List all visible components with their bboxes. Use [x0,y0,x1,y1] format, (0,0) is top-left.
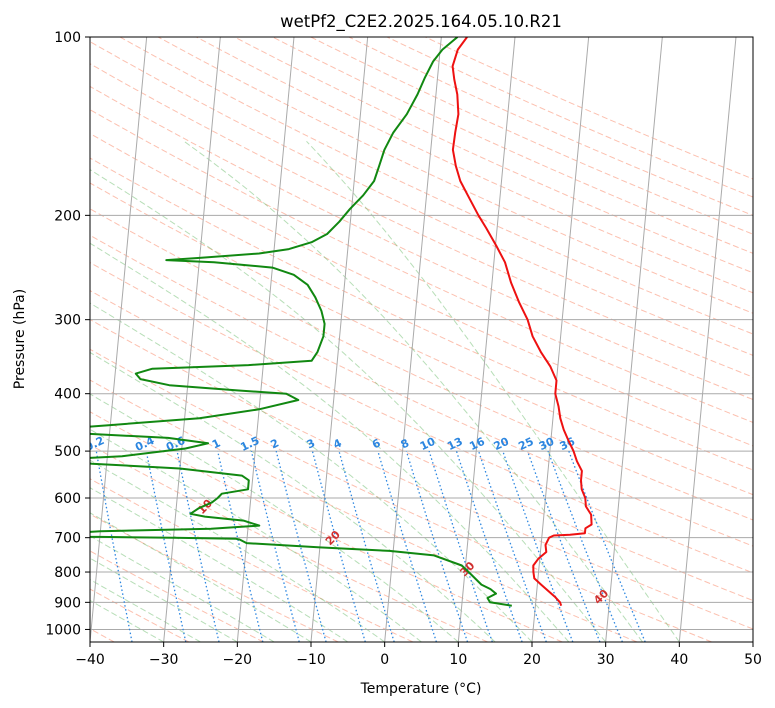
x-tick-label: −20 [223,652,253,668]
mixing-ratio-line [338,450,395,642]
dry-adiabat [90,318,753,630]
x-tick-label: 10 [449,652,467,668]
mixing-ratio-label: 13 [445,435,464,453]
isotherm [310,37,369,642]
mixing-ratio-lines [95,450,646,642]
mixing-ratio-line [217,450,264,642]
dry-adiabat [90,262,753,574]
x-axis-label: Temperature (°C) [360,681,482,697]
x-tick-label: 50 [744,652,762,668]
dry-adiabat [90,85,753,401]
mixing-ratio-label: 16 [467,435,487,453]
isotherm [531,37,590,642]
mixing-ratio-label: 30 [537,435,557,453]
mixing-ratio-line [311,450,366,642]
dry-adiabat [90,109,753,423]
mixing-ratio-label: 20 [492,435,512,453]
x-tick-label: −10 [296,652,326,668]
isotherm [605,37,663,642]
isotherm [457,37,516,642]
mixing-ratio-line [95,450,133,642]
mixing-ratio-label: 10 [418,435,438,453]
sounding-profiles [90,37,593,607]
dry-adiabat [90,41,753,356]
mixing-ratio-line [275,450,327,642]
dry-adiabat [272,37,753,254]
y-axis: 100 200 300 400 500 600 700 800 900 1000 [45,30,90,638]
isotherm [90,37,148,642]
pressure-gridlines [90,37,753,630]
isotherm [236,37,295,642]
x-tick-label: 0 [380,652,389,668]
plot-frame [89,36,754,643]
y-tick-label: 300 [54,313,81,329]
isotherms [90,37,753,642]
dry-adiabat [90,234,753,547]
y-tick-label: 800 [54,565,81,581]
dewpoint-profile [90,37,512,607]
x-axis: −40 −30 −20 −10 0 10 20 30 40 50 [75,642,762,668]
mixing-ratio-line [405,450,469,642]
y-tick-label: 500 [54,444,81,460]
dry-adiabat [90,182,753,496]
dry-adiabat [196,37,753,294]
y-tick-label: 600 [54,491,81,507]
dry-adiabat [119,37,753,335]
x-tick-label: 40 [670,652,688,668]
dry-adiabat [90,290,753,602]
y-tick-label: 900 [54,595,81,611]
dry-adiabat [386,37,753,198]
dry-adiabat [90,478,414,642]
isotherm [678,37,737,642]
temperature-profile [451,37,593,607]
isotherm [163,37,221,642]
isotherm [384,37,442,642]
mixing-ratio-line [455,450,523,642]
dry-adiabat [90,411,563,642]
y-tick-label: 100 [54,30,81,46]
dry-adiabat [425,37,753,180]
mixing-ratio-line [377,450,438,642]
dry-adiabat [310,37,753,235]
chart-title: wetPf2_C2E2.2025.164.05.10.R21 [280,12,562,32]
x-tick-label: 20 [523,652,541,668]
mixing-ratio-label: 25 [516,435,535,453]
mixing-ratio-line [428,450,493,642]
mixing-ratio-line [250,450,300,642]
x-tick-label: −40 [75,652,105,668]
mixing-ratio-line [176,450,220,642]
y-axis-label: Pressure (hPa) [12,289,28,389]
y-tick-label: 400 [54,387,81,403]
x-tick-label: −30 [149,652,179,668]
y-tick-label: 1000 [45,622,81,638]
y-tick-label: 200 [54,208,81,224]
y-tick-label: 700 [54,531,81,547]
mixing-ratio-line [477,450,547,642]
dry-adiabat [90,132,753,447]
mixing-ratio-line [145,450,187,642]
x-tick-label: 30 [597,652,615,668]
